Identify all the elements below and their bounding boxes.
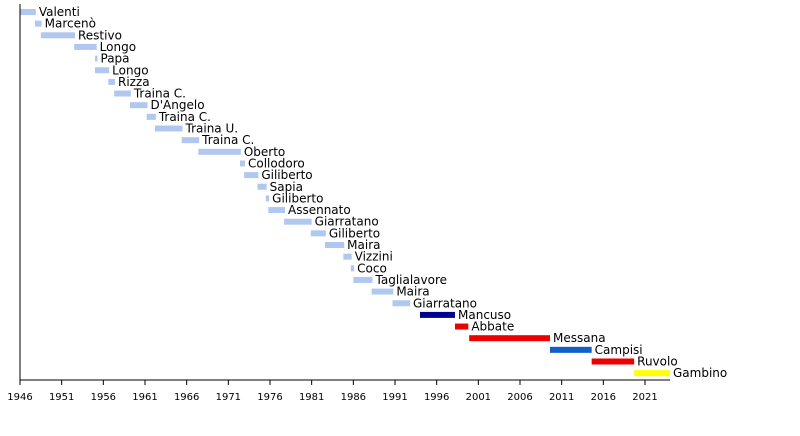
timeline-bar bbox=[343, 253, 352, 260]
timeline-bar bbox=[40, 32, 75, 39]
timeline-bar bbox=[353, 276, 373, 283]
timeline-bar bbox=[469, 335, 550, 342]
timeline-bar bbox=[130, 102, 148, 109]
bar-label: Giarratano bbox=[315, 215, 379, 229]
x-tick-label: 2006 bbox=[507, 392, 532, 403]
timeline-bar bbox=[350, 265, 355, 272]
timeline-bar bbox=[634, 370, 670, 377]
x-tick-label: 1976 bbox=[257, 392, 282, 403]
bar-label: Sapia bbox=[270, 180, 303, 194]
bar-label: Papa bbox=[101, 52, 130, 66]
timeline-bar bbox=[20, 9, 36, 15]
labels-layer: ValentiMarcenòRestivoLongoPapaLongoRizza… bbox=[39, 5, 727, 380]
x-tick-label: 1966 bbox=[174, 392, 199, 403]
timeline-bar bbox=[268, 207, 285, 214]
bar-label: Mancuso bbox=[458, 308, 511, 322]
bar-label: Taglialavore bbox=[375, 273, 448, 287]
bar-label: Oberto bbox=[244, 145, 285, 159]
bar-label: Giliberto bbox=[272, 191, 323, 205]
x-tick-label: 1996 bbox=[424, 392, 449, 403]
timeline-bar bbox=[392, 300, 410, 307]
bar-label: Traina C. bbox=[133, 87, 186, 101]
x-tick-label: 1981 bbox=[299, 392, 324, 403]
timeline-bar bbox=[35, 20, 42, 27]
bar-label: Assennato bbox=[288, 203, 351, 217]
x-tick-label: 1971 bbox=[216, 392, 241, 403]
x-tick-label: 2021 bbox=[632, 392, 657, 403]
timeline-bar bbox=[310, 230, 326, 237]
bar-label: Coco bbox=[357, 261, 387, 275]
bar-label: Traina U. bbox=[185, 122, 239, 136]
timeline-bar bbox=[455, 323, 469, 330]
timeline-bar bbox=[265, 195, 270, 202]
timeline-bar bbox=[95, 67, 110, 74]
timeline-bar bbox=[240, 160, 245, 167]
timeline-bar bbox=[257, 183, 267, 190]
timeline-bar bbox=[146, 113, 156, 120]
bar-label: Ruvolo bbox=[637, 355, 678, 369]
bar-label: Rizza bbox=[118, 75, 150, 89]
timeline-bar bbox=[198, 148, 241, 155]
timeline-bar bbox=[181, 137, 200, 144]
x-tick-label: 1951 bbox=[49, 392, 74, 403]
timeline-bar bbox=[114, 90, 131, 97]
bar-label: Campisi bbox=[595, 343, 643, 357]
bar-label: Giarratano bbox=[413, 296, 477, 310]
axis-layer: 1946 1951 1956 1961 1966 1971 1976 1981 1986 1991… bbox=[7, 4, 670, 403]
bar-label: D'Angelo bbox=[151, 98, 205, 112]
timeline-bar bbox=[284, 218, 312, 225]
bar-label: Valenti bbox=[39, 5, 80, 19]
bar-label: Traina C. bbox=[158, 110, 211, 124]
timeline-bar bbox=[371, 288, 394, 295]
bar-label: Collodoro bbox=[248, 156, 305, 170]
bar-label: Vizzini bbox=[355, 250, 393, 264]
timeline-bar bbox=[550, 346, 592, 353]
bar-label: Maira bbox=[396, 285, 429, 299]
bar-label: Longo bbox=[112, 63, 148, 77]
x-tick-label: 1946 bbox=[7, 392, 32, 403]
x-tick-label: 1961 bbox=[132, 392, 157, 403]
bar-label: Gambino bbox=[673, 366, 727, 380]
timeline-bar bbox=[108, 78, 115, 85]
bar-label: Messana bbox=[553, 331, 606, 345]
bar-label: Abbate bbox=[471, 320, 514, 334]
timeline-bar bbox=[155, 125, 183, 132]
x-tick-label: 1991 bbox=[382, 392, 407, 403]
timeline-bar bbox=[95, 55, 98, 62]
timeline-bar bbox=[244, 172, 259, 179]
timeline-bar bbox=[591, 358, 635, 365]
bar-label: Giliberto bbox=[261, 168, 312, 182]
x-tick-label: 1956 bbox=[91, 392, 116, 403]
bar-label: Maira bbox=[347, 238, 380, 252]
bar-label: Restivo bbox=[78, 28, 122, 42]
bars-layer bbox=[20, 9, 670, 377]
x-tick-label: 2016 bbox=[591, 392, 616, 403]
bar-label: Longo bbox=[100, 40, 136, 54]
timeline-bar bbox=[325, 242, 345, 248]
x-tick-label: 2001 bbox=[466, 392, 491, 403]
x-tick-label: 1986 bbox=[341, 392, 366, 403]
bar-label: Giliberto bbox=[329, 226, 380, 240]
timeline-bar bbox=[420, 311, 455, 318]
bar-label: Marcenò bbox=[45, 17, 96, 31]
bar-label: Traina C. bbox=[201, 133, 254, 147]
x-tick-label: 2011 bbox=[549, 392, 574, 403]
timeline-bar bbox=[74, 43, 97, 50]
